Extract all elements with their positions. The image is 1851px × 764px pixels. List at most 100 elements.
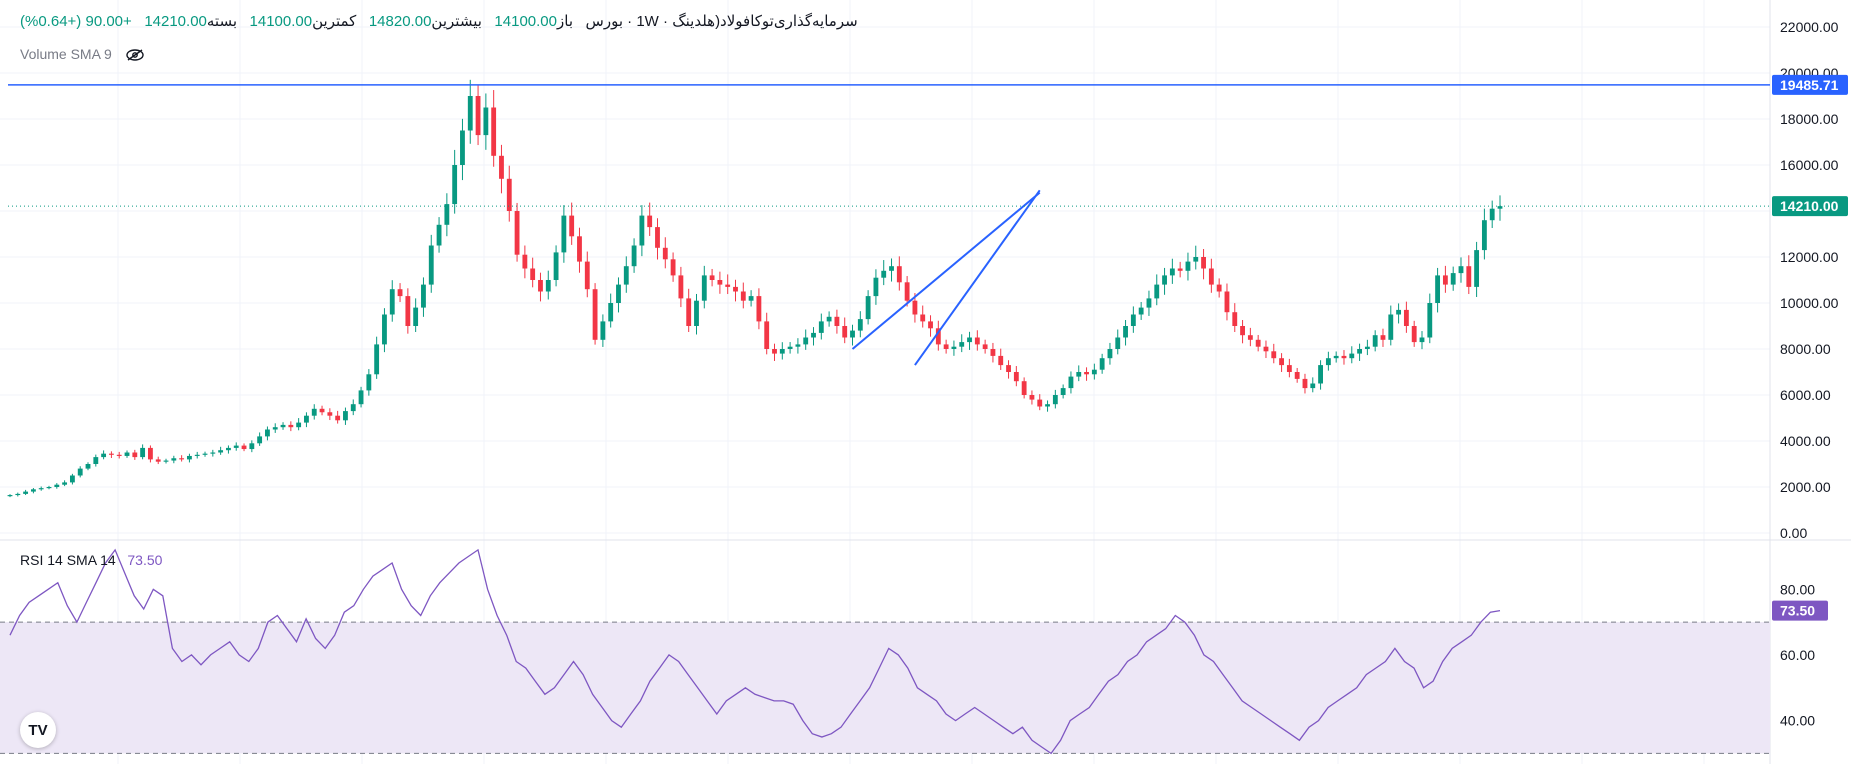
candle-body [967,337,972,343]
candle-body [538,280,543,292]
candle-body [1310,383,1316,389]
candle-body [1154,284,1160,299]
rsi-tick-label: 60.00 [1780,647,1815,663]
candle-body [194,454,200,456]
candle-body [1045,404,1050,407]
candle-body [226,447,231,451]
candle-body [452,165,458,205]
candle-body [1232,312,1238,326]
candle-body [1021,381,1027,395]
candle-body [1372,335,1378,347]
candle-body [928,321,933,329]
candle-body [740,291,746,301]
candle-body [779,349,785,354]
candle-body [639,215,645,246]
candle-body [569,215,575,237]
candle-body [1325,358,1331,366]
candle-body [210,452,216,454]
candle-body [460,130,465,165]
candle-body [1107,349,1113,359]
candle-body [179,458,185,460]
price-tick-label: 0.00 [1780,525,1807,541]
candle-body [101,453,107,458]
candle-body [296,422,302,428]
candle-body [38,488,44,490]
candle-body [920,314,926,322]
candle-body [935,328,941,345]
legend-symbol: سرمایه‌گذاری‌توکافولاد(هلدینگ [672,13,858,30]
candle-body [1029,395,1035,400]
candle-body [748,296,754,301]
candle-body [374,344,380,375]
candle-body [85,464,91,469]
candle-body [1458,266,1464,274]
symbol-legend: سرمایه‌گذاری‌توکافولاد(هلدینگ · 1W · بور… [20,13,858,30]
candle-body [865,296,871,320]
candle-body [655,227,660,248]
legend-open-label: باز [557,13,573,30]
candle-body [1084,372,1089,375]
legend-exchange: بورس [585,13,623,30]
candle-body [257,436,263,444]
candles [7,79,1503,498]
rsi-label: RSI 14 SMA 14 [20,552,116,568]
candle-body [491,107,497,156]
eye-hidden-icon[interactable] [126,49,144,61]
candle-body [1442,275,1448,285]
candle-body [499,155,504,179]
candle-body [818,321,824,333]
candle-body [592,289,598,340]
candle-body [577,236,582,262]
legend-high: 14820.00 [368,13,432,30]
candle-body [319,408,325,413]
candle-body [1068,376,1074,389]
candle-body [1169,268,1175,276]
price-tick-label: 6000.00 [1780,387,1831,403]
candle-body [1037,399,1043,407]
candle-body [756,296,762,322]
rsi-legend[interactable]: RSI 14 SMA 14 73.50 [20,552,162,568]
candle-body [54,484,60,487]
legend-high-label: بیشترین [431,13,482,30]
candle-body [15,493,21,496]
candle-body [1013,372,1019,382]
tradingview-logo[interactable]: TV [20,712,56,748]
candle-body [904,282,910,301]
candle-body [670,259,676,276]
candle-body [623,266,629,285]
candle-body [1427,303,1433,338]
candle-body [1193,257,1199,262]
candle-body [842,326,848,338]
candle-body [132,452,138,458]
candle-body [1185,261,1191,271]
candle-body [881,270,887,278]
price-tick-label: 22000.00 [1780,19,1839,35]
price-tick-label: 10000.00 [1780,295,1839,311]
candle-body [545,280,551,292]
candle-body [171,458,177,461]
price-tags: 19485.71 14210.00 73.50 [1772,74,1848,621]
trendline [851,191,1041,350]
candle-body [1263,346,1269,352]
candle-body [522,254,528,269]
candle-body [1474,250,1480,287]
candle-body [1201,257,1206,269]
candle-body [1240,326,1245,336]
candle-body [795,344,801,347]
candle-body [304,415,309,423]
candle-body [7,495,13,497]
candle-body [725,284,731,287]
legend-change-pct: (+0.64%) [20,13,82,30]
candle-body [764,321,770,349]
rsi-line [9,548,1501,755]
candle-body [413,307,419,326]
volume-sma-legend[interactable]: Volume SMA 9 [20,46,144,62]
candle-body [155,459,161,462]
candle-body [850,330,855,338]
candle-body [1271,351,1277,359]
rsi-band [0,621,1770,754]
candle-body [343,411,348,421]
price-tick-label: 8000.00 [1780,341,1831,357]
candle-body [280,424,286,428]
